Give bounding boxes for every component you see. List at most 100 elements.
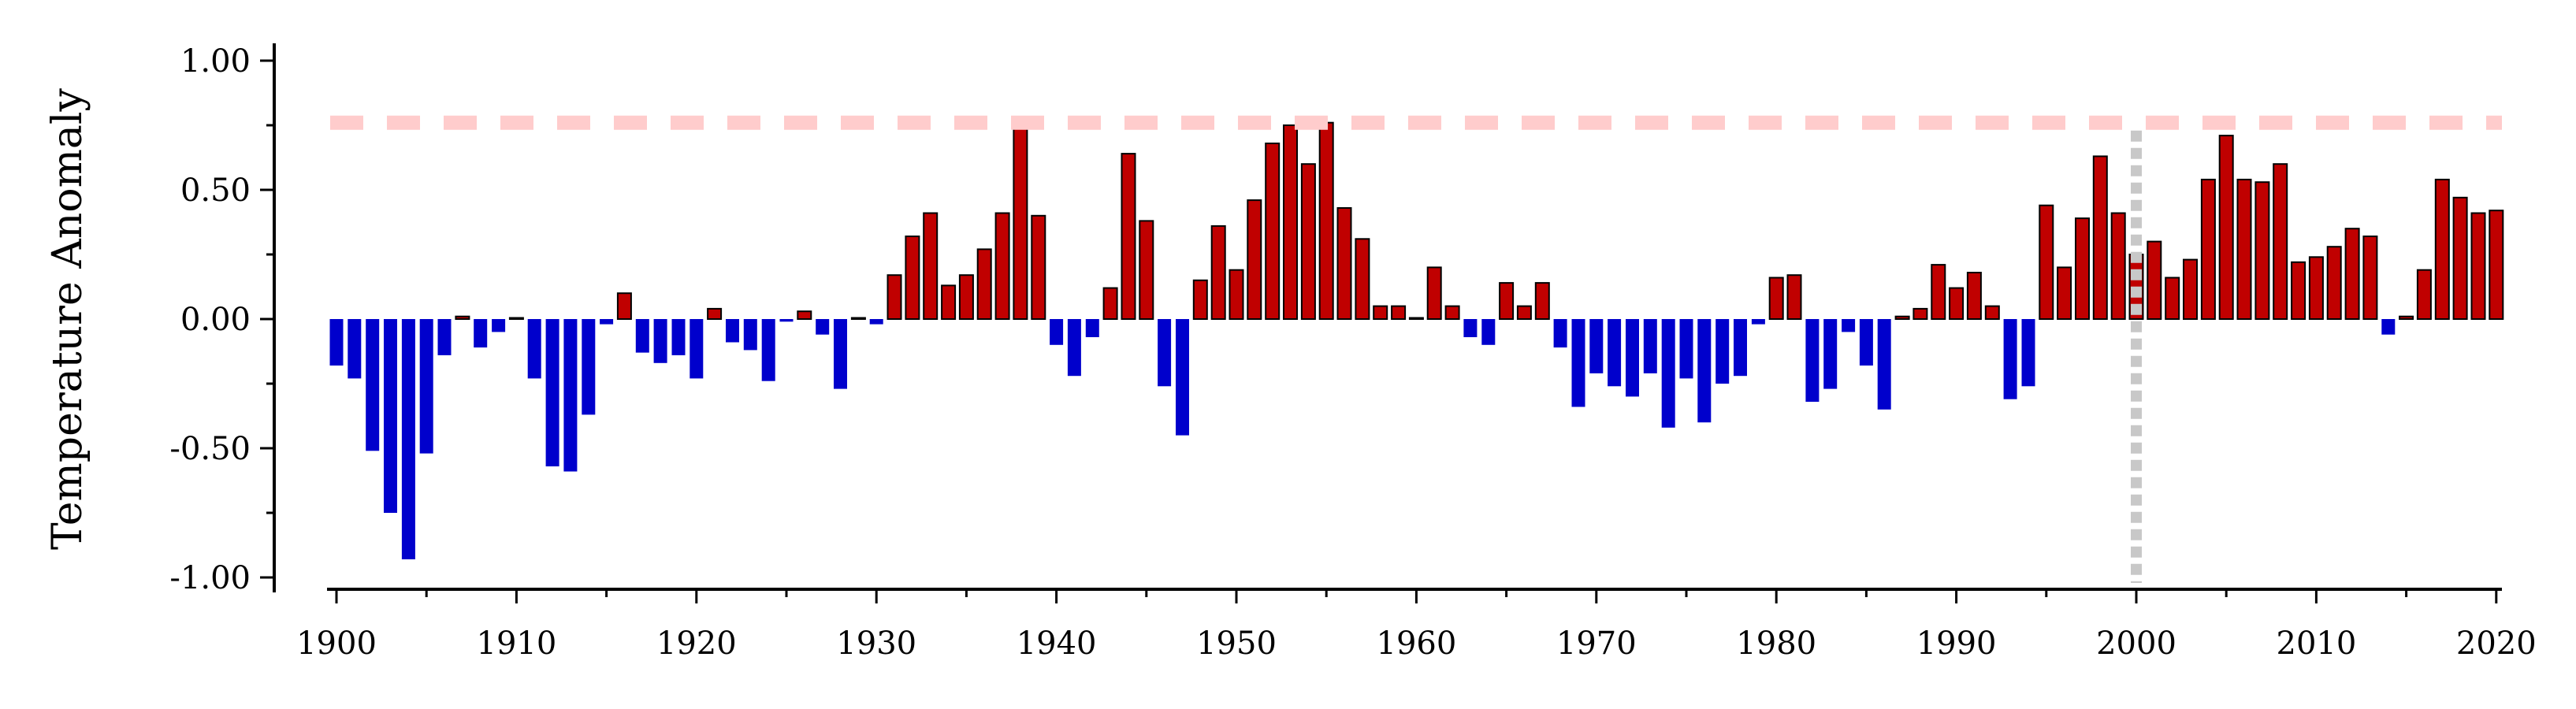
bar-1999	[2110, 212, 2126, 320]
bar-1906	[437, 319, 452, 355]
bar-1957	[1355, 238, 1370, 320]
bar-2001	[2147, 240, 2162, 321]
bar-1902	[366, 319, 380, 451]
bar-2017	[2434, 178, 2450, 320]
bar-1966	[1516, 305, 1532, 321]
bar-1911	[527, 319, 541, 379]
bar-1914	[582, 319, 596, 415]
bar-2014	[2381, 319, 2396, 335]
bar-1978	[1734, 319, 1747, 377]
bar-1964	[1481, 319, 1496, 345]
bar-1918	[653, 319, 667, 363]
bar-1963	[1463, 319, 1478, 337]
bar-1992	[1984, 305, 2000, 321]
bar-1996	[2057, 266, 2072, 320]
bar-1970	[1589, 319, 1604, 373]
bar-1930	[869, 319, 883, 325]
bar-1929	[850, 317, 866, 320]
bar-1916	[616, 292, 632, 321]
bar-1983	[1823, 319, 1838, 389]
x-tick-group: 1900 1910 1920 1930 1940 1950 1960 1970 1980 1990…	[296, 589, 2537, 662]
bar-1935	[958, 274, 974, 321]
bar-1944	[1121, 153, 1136, 320]
bar-1987	[1894, 315, 1910, 321]
bar-2004	[2200, 178, 2216, 320]
x-tick-label: 1920	[656, 625, 737, 662]
bar-1961	[1426, 266, 1442, 320]
bar-2019	[2470, 212, 2486, 320]
bar-2020	[2489, 210, 2504, 321]
bar-1943	[1102, 287, 1118, 321]
bar-1912	[545, 319, 559, 466]
bar-1952	[1265, 143, 1281, 320]
bar-2006	[2236, 178, 2252, 320]
x-tick-label: 1980	[1736, 625, 1816, 662]
y-tick-label: 1.00	[180, 43, 251, 80]
bar-1931	[887, 274, 902, 321]
bar-1994	[2021, 319, 2035, 387]
bar-2018	[2452, 196, 2468, 320]
bar-1955	[1318, 121, 1334, 320]
x-tick-label: 1960	[1377, 625, 1457, 662]
bar-1980	[1768, 277, 1784, 320]
bar-1946	[1158, 319, 1172, 387]
bar-2016	[2416, 269, 2432, 321]
bar-1908	[474, 319, 488, 348]
bar-1938	[1013, 121, 1028, 320]
bar-1917	[635, 319, 649, 353]
bar-1915	[600, 319, 614, 325]
bar-1923	[743, 319, 757, 351]
y-tick-group: 1.00 0.50 0.00 -0.50 -1.00	[169, 43, 274, 596]
bar-1933	[923, 212, 939, 320]
bar-1956	[1336, 207, 1352, 320]
y-axis-title: Temperature Anomaly	[44, 87, 91, 549]
bar-1900	[329, 319, 344, 366]
bar-1937	[994, 212, 1010, 320]
bar-1936	[976, 248, 992, 320]
bar-1907	[455, 315, 470, 321]
bar-1904	[401, 319, 415, 559]
y-tick-label: 0.50	[180, 173, 251, 209]
y-tick-label: -0.50	[169, 431, 251, 467]
bar-1932	[905, 236, 920, 320]
bar-1949	[1210, 225, 1226, 320]
overlay-group	[330, 115, 2502, 583]
bar-1920	[690, 319, 704, 379]
bar-1939	[1031, 214, 1046, 320]
bar-1959	[1391, 305, 1407, 321]
bar-1905	[419, 319, 433, 454]
bar-2005	[2218, 135, 2234, 320]
bar-1977	[1715, 319, 1730, 384]
bar-2015	[2399, 315, 2414, 321]
bar-1910	[508, 317, 524, 320]
bar-1953	[1283, 124, 1298, 320]
bar-1958	[1373, 305, 1388, 321]
bar-1973	[1643, 319, 1657, 373]
x-tick-label: 1940	[1017, 625, 1097, 662]
bar-1934	[941, 284, 957, 320]
bar-1967	[1534, 282, 1550, 321]
bar-1979	[1751, 319, 1765, 325]
axes-group: 1.000.500.00-0.50-1.00 1900 1910 1920 1930 1…	[169, 43, 2537, 662]
x-tick-label: 2020	[2456, 625, 2537, 662]
bar-1975	[1679, 319, 1693, 379]
bar-1969	[1571, 319, 1585, 407]
x-tick-label: 1910	[477, 625, 557, 662]
bar-1960	[1408, 317, 1424, 320]
x-tick-label: 2010	[2277, 625, 2357, 662]
y-tick-label: 0.00	[180, 302, 251, 338]
bar-1941	[1067, 319, 1081, 377]
bar-1985	[1859, 319, 1873, 366]
bar-1962	[1444, 305, 1460, 321]
x-tick-label: 1970	[1556, 625, 1637, 662]
bar-1972	[1626, 319, 1639, 397]
bar-1974	[1661, 319, 1675, 428]
bar-1909	[492, 319, 506, 332]
bar-1948	[1192, 279, 1208, 320]
bar-1984	[1842, 319, 1856, 332]
bar-1927	[816, 319, 830, 335]
bar-1990	[1949, 287, 1965, 321]
bar-1991	[1966, 272, 1982, 320]
y-tick-label: -1.00	[169, 560, 251, 596]
